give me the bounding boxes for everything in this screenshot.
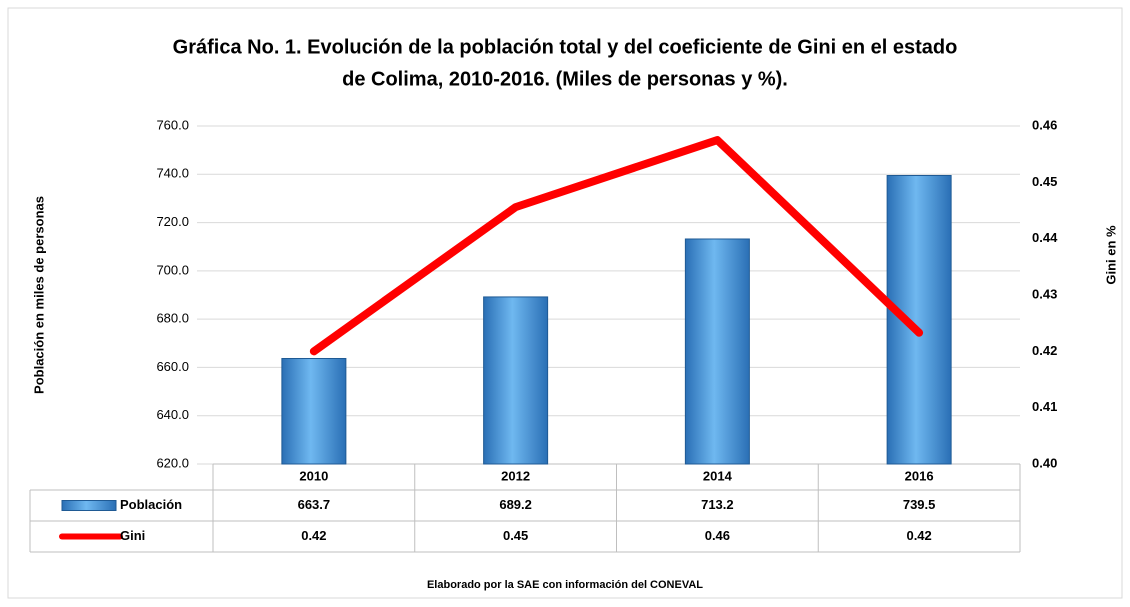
y-tick-label: 740.0 [156, 166, 189, 181]
x-tick-label: 2010 [299, 468, 328, 483]
y2-tick-label: 0.45 [1032, 174, 1057, 189]
line [309, 136, 924, 356]
table-value: 739.5 [903, 497, 936, 512]
y2-axis-label: Gini en % [1103, 225, 1118, 285]
y-tick-label: 760.0 [156, 117, 189, 132]
bar [684, 238, 750, 465]
table-value: 663.7 [298, 497, 331, 512]
legend-label: Gini [120, 528, 145, 543]
y2-tick-label: 0.44 [1032, 230, 1058, 245]
y2-tick-label: 0.41 [1032, 399, 1057, 414]
y-tick-label: 720.0 [156, 214, 189, 229]
y-tick-label: 640.0 [156, 407, 189, 422]
chart-title: Gráfica No. 1. Evolución de la población… [173, 36, 958, 58]
bar [886, 174, 952, 465]
table-value: 0.42 [301, 528, 326, 543]
footnote: Elaborado por la SAE con información del… [427, 579, 703, 591]
bar [483, 296, 549, 465]
table-value: 0.42 [906, 528, 931, 543]
table-value: 689.2 [499, 497, 532, 512]
chart-title: de Colima, 2010-2016. (Miles de personas… [342, 68, 788, 90]
table-value: 0.46 [705, 528, 730, 543]
y2-tick-label: 0.40 [1032, 455, 1057, 470]
y2-tick-label: 0.46 [1032, 117, 1057, 132]
y2-tick-label: 0.42 [1032, 343, 1057, 358]
y-tick-label: 620.0 [156, 455, 189, 470]
table-value: 0.45 [503, 528, 528, 543]
y2-tick-label: 0.43 [1032, 286, 1057, 301]
x-tick-label: 2012 [501, 468, 530, 483]
bar [281, 357, 347, 465]
legend-label: Población [120, 497, 182, 512]
y-tick-label: 660.0 [156, 359, 189, 374]
y-tick-label: 680.0 [156, 311, 189, 326]
y-axis-label: Población en miles de personas [31, 196, 46, 394]
table-value: 713.2 [701, 497, 734, 512]
x-tick-label: 2016 [905, 468, 934, 483]
legend-swatch [61, 500, 117, 511]
x-tick-label: 2014 [703, 468, 733, 483]
y-tick-label: 700.0 [156, 262, 189, 277]
